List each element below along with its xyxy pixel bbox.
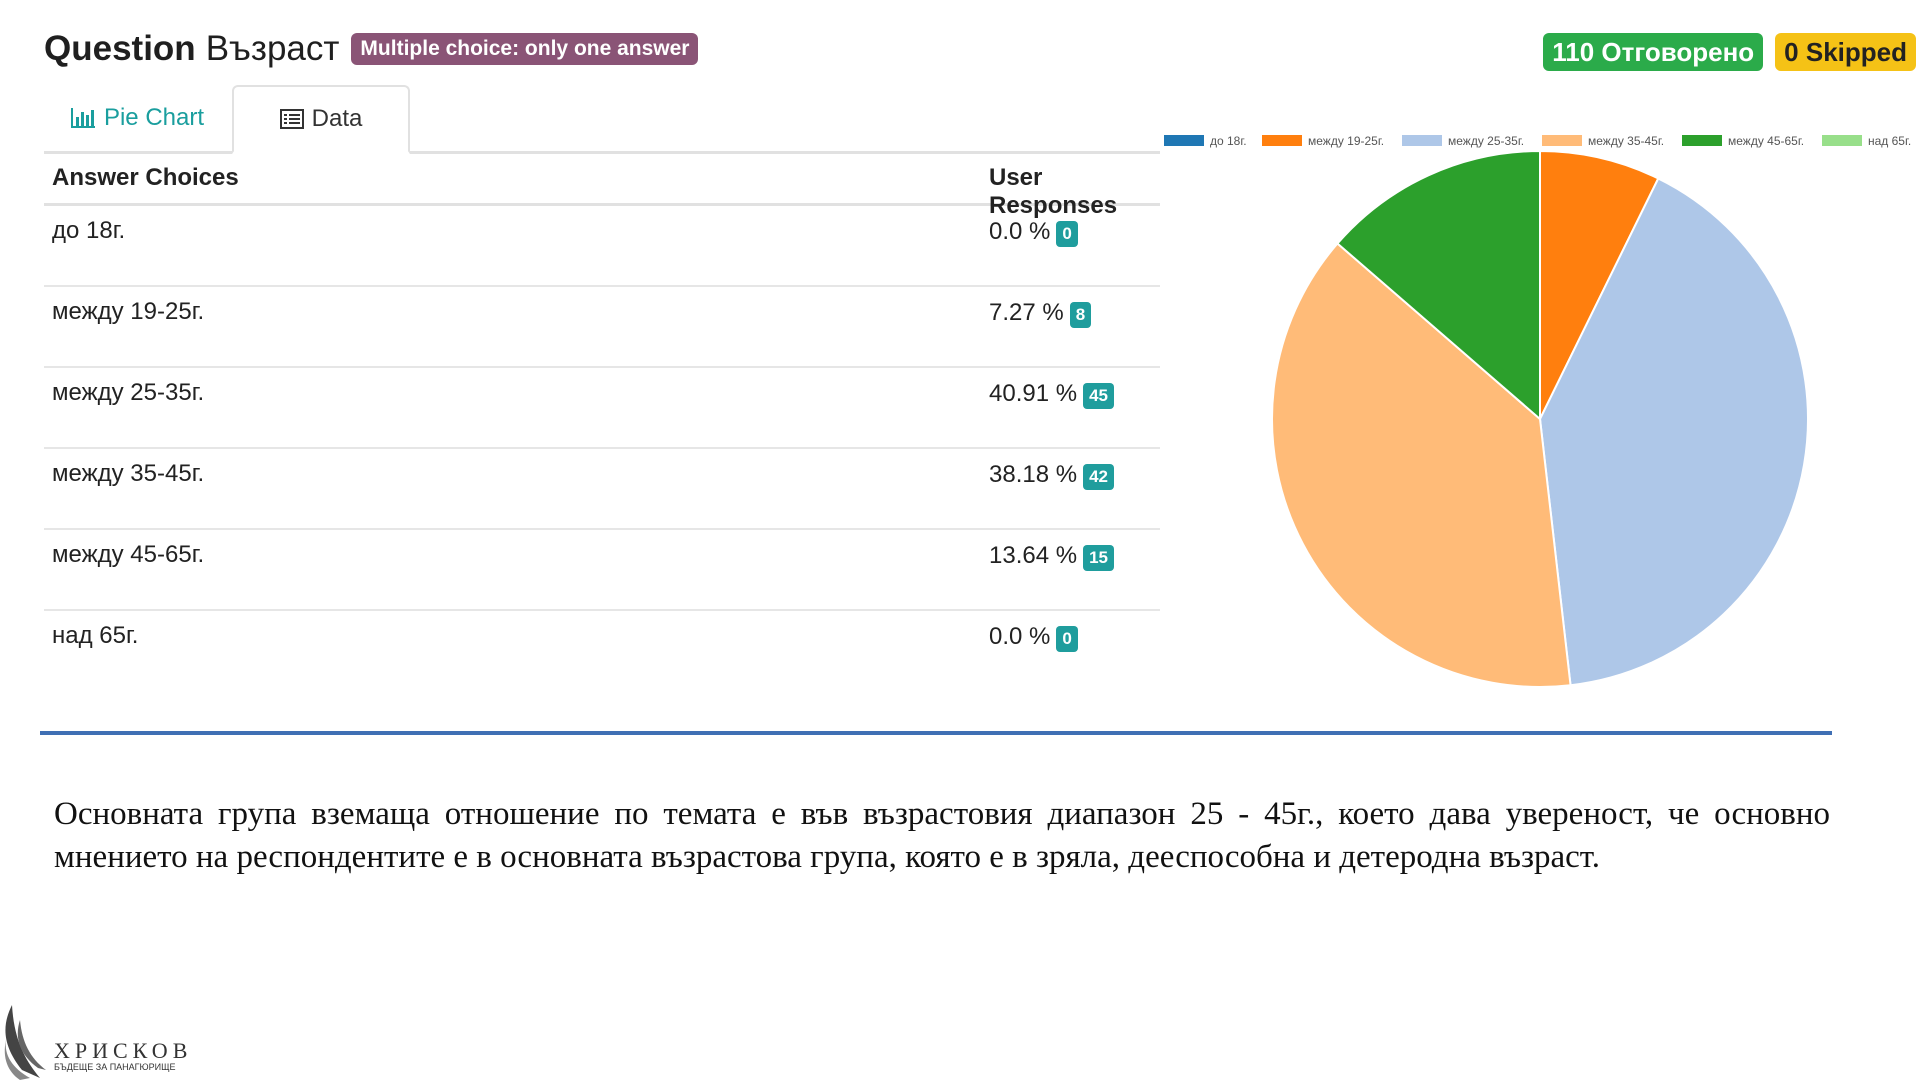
legend-item[interactable]: между 19-25г.	[1262, 134, 1384, 148]
user-response: 13.64 % 15	[989, 541, 1114, 571]
legend-swatch	[1822, 135, 1862, 146]
tab-pie-chart[interactable]: Pie Chart	[44, 85, 230, 151]
response-percent: 0.0 %	[989, 218, 1051, 245]
user-response: 7.27 % 8	[989, 298, 1092, 328]
user-response: 0.0 % 0	[989, 217, 1078, 247]
list-icon	[279, 109, 304, 129]
legend-swatch	[1164, 135, 1204, 146]
answer-choice: между 19-25г.	[52, 298, 205, 325]
answered-count-badge: 110 Отговорено	[1543, 33, 1764, 71]
legend-label: между 25-35г.	[1448, 134, 1524, 148]
pie-slice[interactable]	[1336, 149, 1541, 422]
pie-slice[interactable]	[1271, 242, 1572, 688]
tab-pie-chart-label: Pie Chart	[103, 104, 205, 131]
table-row: между 19-25г. 7.27 % 8	[44, 287, 1160, 368]
wing-logo-icon	[4, 1005, 46, 1080]
logo-tagline: БЪДЕЩЕ ЗА ПАНАГЮРИЩЕ	[54, 1062, 176, 1072]
user-response: 0.0 % 0	[989, 622, 1078, 652]
question-type-badge: Multiple choice: only one answer	[351, 33, 699, 65]
table-row: между 25-35г. 40.91 % 45	[44, 368, 1160, 449]
response-percent: 0.0 %	[989, 623, 1051, 650]
question-label: Question	[44, 29, 196, 68]
summary-paragraph: Основната група вземаща отношение по тем…	[54, 796, 1830, 875]
response-percent: 40.91 %	[989, 380, 1078, 407]
legend-label: над 65г.	[1868, 134, 1911, 148]
response-percent: 7.27 %	[989, 299, 1064, 326]
section-divider	[40, 731, 1832, 735]
legend-item[interactable]: между 35-45г.	[1542, 134, 1664, 148]
legend-label: между 45-65г.	[1728, 134, 1804, 148]
table-row: между 35-45г. 38.18 % 42	[44, 449, 1160, 530]
responses-table: Answer Choices User Responses до 18г. 0.…	[44, 151, 1160, 690]
user-response: 40.91 % 45	[989, 379, 1114, 409]
response-count-badge: 45	[1083, 383, 1114, 409]
legend-item[interactable]: между 25-35г.	[1402, 134, 1524, 148]
response-count-badge: 42	[1083, 464, 1114, 490]
table-header: Answer Choices User Responses	[44, 151, 1160, 219]
question-header: Question Възраст Multiple choice: only o…	[44, 28, 699, 70]
table-row: над 65г. 0.0 % 0	[44, 611, 1160, 690]
tab-data[interactable]: Data	[232, 85, 410, 154]
brand-logo: ХРИСКОВ БЪДЕЩЕ ЗА ПАНАГЮРИЩЕ	[0, 1000, 200, 1080]
response-count-badge: 0	[1056, 626, 1078, 652]
bar-chart-icon	[70, 108, 95, 128]
table-row: между 45-65г. 13.64 % 15	[44, 530, 1160, 611]
answer-choice: между 35-45г.	[52, 460, 205, 487]
legend-label: между 19-25г.	[1308, 134, 1384, 148]
legend-swatch	[1682, 135, 1722, 146]
answer-choice: до 18г.	[52, 217, 126, 244]
answer-choice: над 65г.	[52, 622, 139, 649]
pie-chart: до 18г. между 19-25г. между 25-35г. между 3…	[1164, 134, 1911, 688]
answer-choice: между 25-35г.	[52, 379, 205, 406]
user-response: 38.18 % 42	[989, 460, 1114, 490]
legend-swatch	[1402, 135, 1442, 146]
column-header-answer-choices: Answer Choices	[52, 164, 239, 191]
legend-item[interactable]: между 45-65г.	[1682, 134, 1804, 148]
response-percent: 38.18 %	[989, 461, 1078, 488]
column-header-user-responses: User Responses	[989, 164, 1118, 219]
pie-slice[interactable]	[1538, 177, 1809, 687]
response-stats: 110 Отговорено 0 Skipped	[1543, 33, 1916, 71]
tab-data-label: Data	[311, 105, 363, 132]
legend-item[interactable]: над 65г.	[1822, 134, 1911, 148]
legend-swatch	[1542, 135, 1582, 146]
legend-label: между 35-45г.	[1588, 134, 1664, 148]
legend-swatch	[1262, 135, 1302, 146]
answer-choice: между 45-65г.	[52, 541, 205, 568]
response-percent: 13.64 %	[989, 542, 1078, 569]
legend-item[interactable]: до 18г.	[1164, 134, 1247, 148]
legend-label: до 18г.	[1210, 134, 1247, 148]
logo-name: ХРИСКОВ	[54, 1038, 193, 1063]
response-count-badge: 15	[1083, 545, 1114, 571]
response-count-badge: 0	[1056, 221, 1078, 247]
response-count-badge: 8	[1069, 302, 1092, 328]
skipped-count-badge: 0 Skipped	[1775, 33, 1916, 71]
view-tabs: Pie Chart Data	[44, 85, 1160, 154]
pie-slice[interactable]	[1539, 149, 1660, 420]
table-row: до 18г. 0.0 % 0	[44, 206, 1160, 287]
pie-chart-container: до 18г. между 19-25г. между 25-35г. между 3…	[1150, 110, 1920, 710]
question-title: Възраст	[205, 29, 340, 68]
